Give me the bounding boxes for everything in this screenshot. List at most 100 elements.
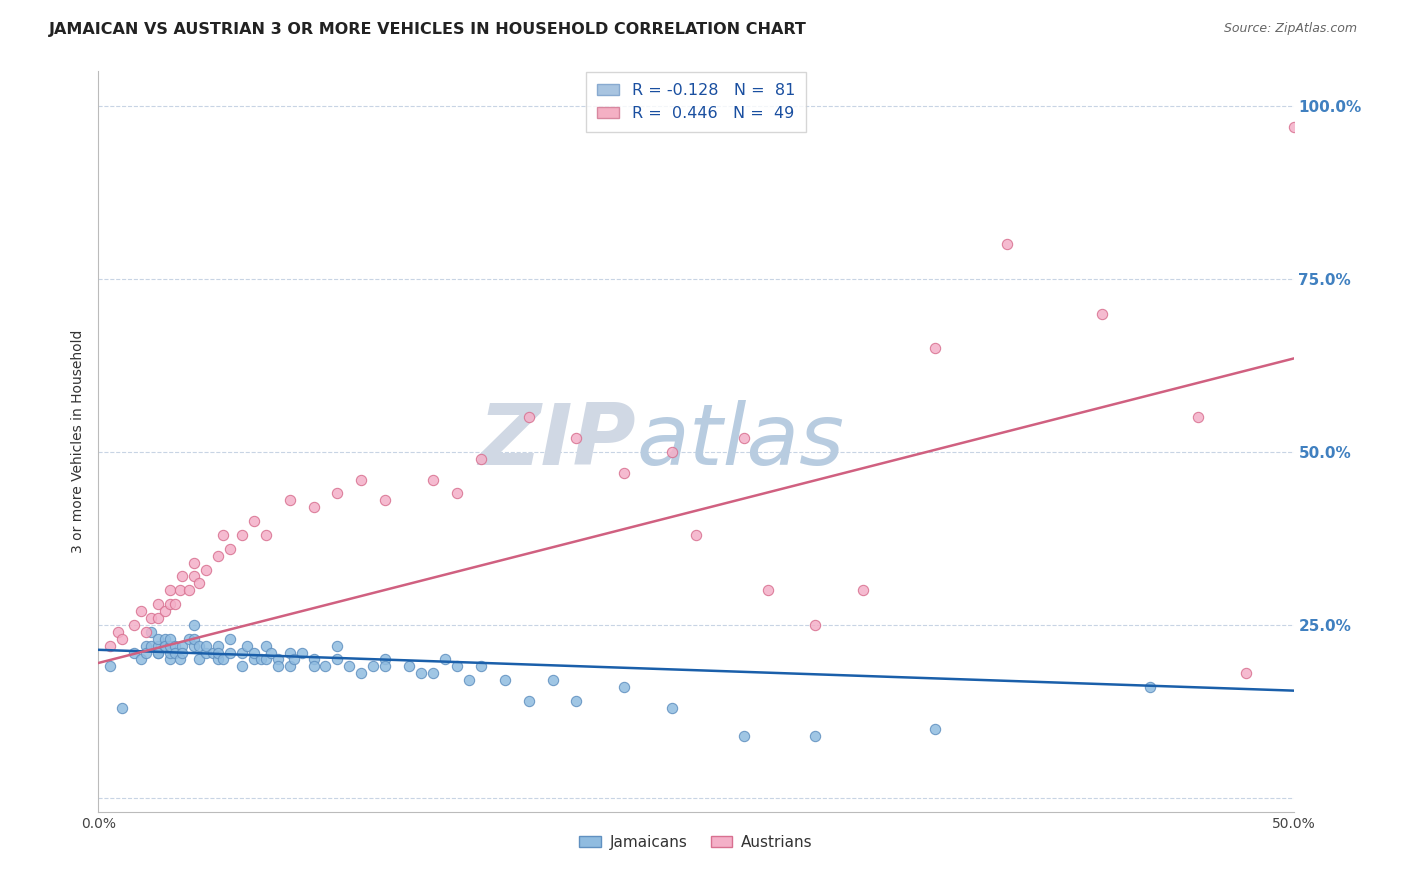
Point [155,632,177,646]
Point [1139,680,1161,694]
Point [98,639,122,653]
Point [207,646,229,660]
Point [517,410,540,425]
Point [207,652,229,666]
Point [733,431,755,445]
Point [326,486,349,500]
Text: Source: ZipAtlas.com: Source: ZipAtlas.com [1223,22,1357,36]
Point [250,652,273,666]
Point [254,639,277,653]
Point [924,341,946,355]
Point [995,237,1018,252]
Point [195,646,218,660]
Point [163,597,186,611]
Point [187,652,209,666]
Point [267,652,290,666]
Point [131,652,153,666]
Point [135,639,157,653]
Point [179,583,201,598]
Point [159,639,181,653]
Point [148,597,170,611]
Point [172,639,194,653]
Point [195,639,218,653]
Point [267,659,290,673]
Point [183,639,205,653]
Point [315,659,337,673]
Point [374,493,396,508]
Point [565,694,588,708]
Point [363,659,385,673]
Point [422,473,444,487]
Point [169,652,191,666]
Y-axis label: 3 or more Vehicles in Household: 3 or more Vehicles in Household [72,330,86,553]
Point [243,652,266,666]
Point [211,652,233,666]
Point [163,639,186,653]
Point [1234,666,1257,681]
Point [243,514,266,528]
Point [219,632,242,646]
Point [159,646,181,660]
Point [183,618,205,632]
Point [148,611,170,625]
Point [398,659,420,673]
Point [756,583,779,598]
Point [235,639,257,653]
Point [326,639,349,653]
Point [135,624,157,639]
Point [804,618,827,632]
Point [852,583,875,598]
Point [278,646,301,660]
Point [374,659,396,673]
Point [291,646,314,660]
Point [685,528,707,542]
Point [183,632,205,646]
Point [446,486,468,500]
Point [155,604,177,618]
Point [278,659,301,673]
Point [219,646,242,660]
Point [231,528,253,542]
Point [283,652,305,666]
Point [422,666,444,681]
Point [470,451,492,466]
Point [243,646,266,660]
Point [278,493,301,508]
Point [1187,410,1209,425]
Point [374,652,396,666]
Point [446,659,468,673]
Text: ZIP: ZIP [478,400,637,483]
Point [470,659,492,673]
Point [187,576,209,591]
Point [135,646,157,660]
Text: JAMAICAN VS AUSTRIAN 3 OR MORE VEHICLES IN HOUSEHOLD CORRELATION CHART: JAMAICAN VS AUSTRIAN 3 OR MORE VEHICLES … [49,22,807,37]
Point [155,639,177,653]
Text: atlas: atlas [637,400,844,483]
Point [565,431,588,445]
Point [302,652,325,666]
Point [139,639,162,653]
Point [139,624,162,639]
Point [541,673,564,688]
Point [1282,120,1305,134]
Point [98,659,122,673]
Point [733,729,755,743]
Point [411,666,433,681]
Point [924,722,946,736]
Point [124,646,146,660]
Point [231,659,253,673]
Point [148,646,170,660]
Point [148,632,170,646]
Legend: Jamaicans, Austrians: Jamaicans, Austrians [574,829,818,856]
Point [494,673,516,688]
Point [326,652,349,666]
Point [155,639,177,653]
Point [804,729,827,743]
Point [219,541,242,556]
Point [434,652,457,666]
Point [159,632,181,646]
Point [517,694,540,708]
Point [124,618,146,632]
Point [107,624,129,639]
Point [254,528,277,542]
